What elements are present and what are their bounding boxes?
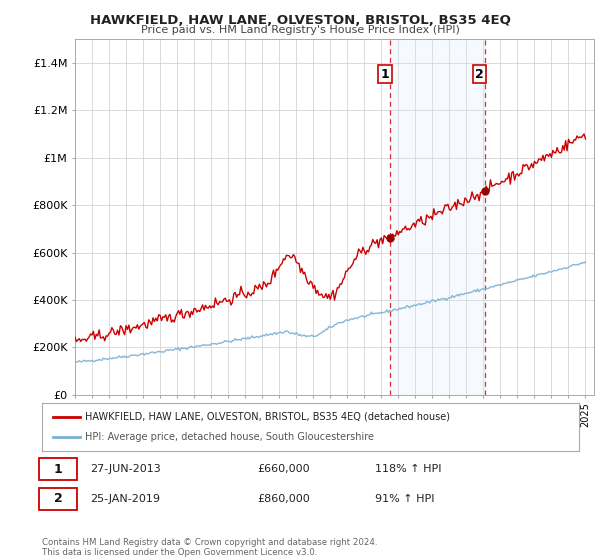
Text: Contains HM Land Registry data © Crown copyright and database right 2024.
This d: Contains HM Land Registry data © Crown c… xyxy=(42,538,377,557)
Text: £660,000: £660,000 xyxy=(257,464,310,474)
Text: 1: 1 xyxy=(380,68,389,81)
Text: 25-JAN-2019: 25-JAN-2019 xyxy=(91,494,160,504)
FancyBboxPatch shape xyxy=(40,458,77,480)
Text: HPI: Average price, detached house, South Gloucestershire: HPI: Average price, detached house, Sout… xyxy=(85,432,374,442)
Bar xyxy=(390,39,485,395)
Text: 91% ↑ HPI: 91% ↑ HPI xyxy=(375,494,434,504)
Text: 118% ↑ HPI: 118% ↑ HPI xyxy=(375,464,442,474)
Text: 2: 2 xyxy=(475,68,484,81)
Text: HAWKFIELD, HAW LANE, OLVESTON, BRISTOL, BS35 4EQ (detached house): HAWKFIELD, HAW LANE, OLVESTON, BRISTOL, … xyxy=(85,412,450,422)
Text: HAWKFIELD, HAW LANE, OLVESTON, BRISTOL, BS35 4EQ: HAWKFIELD, HAW LANE, OLVESTON, BRISTOL, … xyxy=(89,14,511,27)
Text: 1: 1 xyxy=(54,463,62,476)
Text: £860,000: £860,000 xyxy=(257,494,310,504)
Text: Price paid vs. HM Land Registry's House Price Index (HPI): Price paid vs. HM Land Registry's House … xyxy=(140,25,460,35)
Text: 27-JUN-2013: 27-JUN-2013 xyxy=(91,464,161,474)
FancyBboxPatch shape xyxy=(40,488,77,510)
Text: 2: 2 xyxy=(54,492,62,506)
